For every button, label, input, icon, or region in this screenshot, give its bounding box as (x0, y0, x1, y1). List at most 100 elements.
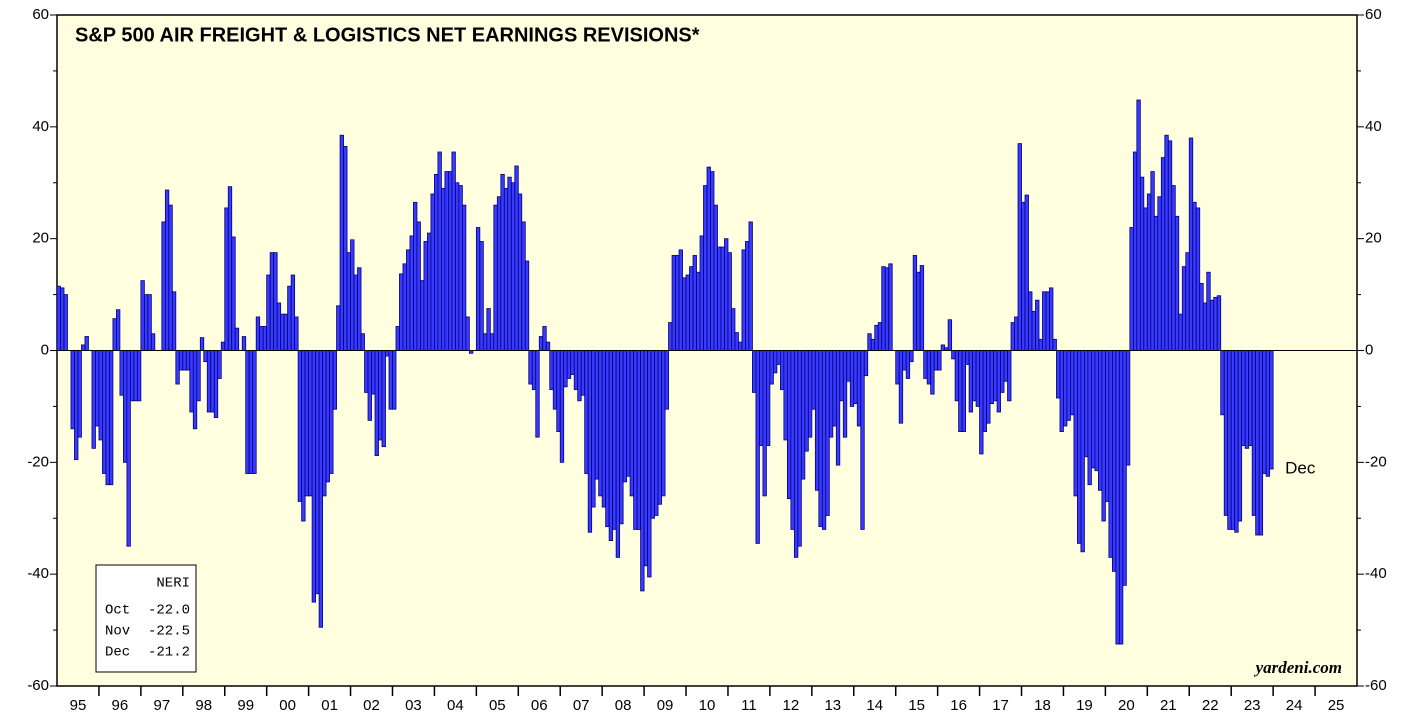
bar (454, 182, 460, 351)
bar (297, 350, 303, 502)
bar (147, 294, 152, 351)
bar (881, 266, 886, 351)
bar (199, 337, 205, 351)
bar (926, 350, 932, 385)
bar (1014, 316, 1019, 351)
bar (213, 350, 219, 418)
bar (105, 350, 110, 486)
bar (902, 350, 907, 371)
x-tick-label: 11 (741, 697, 757, 714)
bar (304, 350, 310, 497)
bar (465, 316, 470, 351)
bar (626, 350, 631, 477)
bar (772, 350, 778, 374)
x-tick-label: 15 (908, 697, 925, 714)
bar (779, 350, 785, 391)
x-tick-label: 23 (1244, 697, 1261, 714)
bar (1080, 350, 1085, 553)
x-tick-label: 00 (279, 697, 296, 714)
bar (814, 350, 820, 491)
bar (661, 350, 666, 497)
bar (895, 350, 900, 385)
bar (860, 350, 865, 530)
bar (839, 350, 844, 402)
x-tick-label: 13 (824, 697, 841, 714)
bar (1251, 350, 1257, 516)
x-tick-label: 97 (153, 697, 170, 714)
bar (741, 249, 746, 351)
bar (633, 350, 638, 530)
bar (972, 350, 977, 402)
bar (364, 350, 369, 393)
bar (1104, 350, 1110, 502)
bar (1091, 350, 1096, 469)
bar (102, 350, 107, 474)
bar (776, 350, 781, 365)
x-tick-label: 10 (699, 697, 716, 714)
bar (81, 344, 86, 351)
legend-title: NERI (156, 576, 190, 592)
bar (954, 350, 960, 402)
bar (930, 350, 935, 395)
x-tick-label: 21 (1160, 697, 1177, 714)
bar (269, 252, 275, 351)
bar (965, 350, 970, 365)
bar (220, 341, 226, 351)
bar (255, 316, 261, 351)
bar (832, 350, 837, 427)
bar (762, 350, 767, 497)
bar (248, 350, 254, 474)
bar (1045, 291, 1050, 351)
bar (842, 350, 848, 438)
bar (825, 350, 830, 516)
bar (444, 171, 449, 351)
bar (1146, 193, 1152, 351)
bar (605, 350, 610, 528)
bar (1118, 350, 1124, 645)
bar (133, 350, 138, 402)
bar (1035, 299, 1040, 351)
bar (1258, 350, 1264, 536)
bar (577, 350, 582, 402)
bar (332, 350, 337, 410)
bar (262, 326, 268, 351)
bar (402, 263, 407, 351)
bar (1174, 215, 1180, 351)
bar (1223, 350, 1229, 516)
x-tick-label: 03 (405, 697, 422, 714)
bar (287, 285, 292, 351)
bar (122, 350, 128, 463)
y-tick-label: 20 (32, 230, 49, 247)
bar (406, 249, 411, 351)
x-tick-label: 22 (1202, 697, 1219, 714)
bar (1132, 151, 1138, 351)
bar (884, 267, 890, 351)
bar (318, 350, 323, 628)
bar (437, 151, 442, 351)
bar (615, 350, 621, 558)
bar (1042, 291, 1047, 351)
bar (1171, 185, 1176, 351)
bar (325, 350, 330, 483)
bar (856, 350, 862, 427)
bar (427, 232, 432, 351)
bar (748, 221, 753, 351)
bar (916, 271, 921, 351)
bar (675, 255, 680, 351)
bar (493, 204, 498, 351)
bar (528, 350, 533, 385)
bar (804, 350, 809, 452)
bar (234, 327, 240, 351)
bar (1269, 350, 1274, 470)
bar (531, 350, 537, 391)
y-tick-label: 60 (32, 6, 49, 23)
bar (371, 350, 376, 395)
bar (570, 350, 575, 375)
bar (720, 246, 725, 351)
bar (1052, 338, 1057, 351)
bar (671, 255, 676, 351)
bar (640, 350, 645, 592)
bar (447, 171, 453, 351)
bar (682, 277, 687, 351)
bar (126, 350, 131, 547)
